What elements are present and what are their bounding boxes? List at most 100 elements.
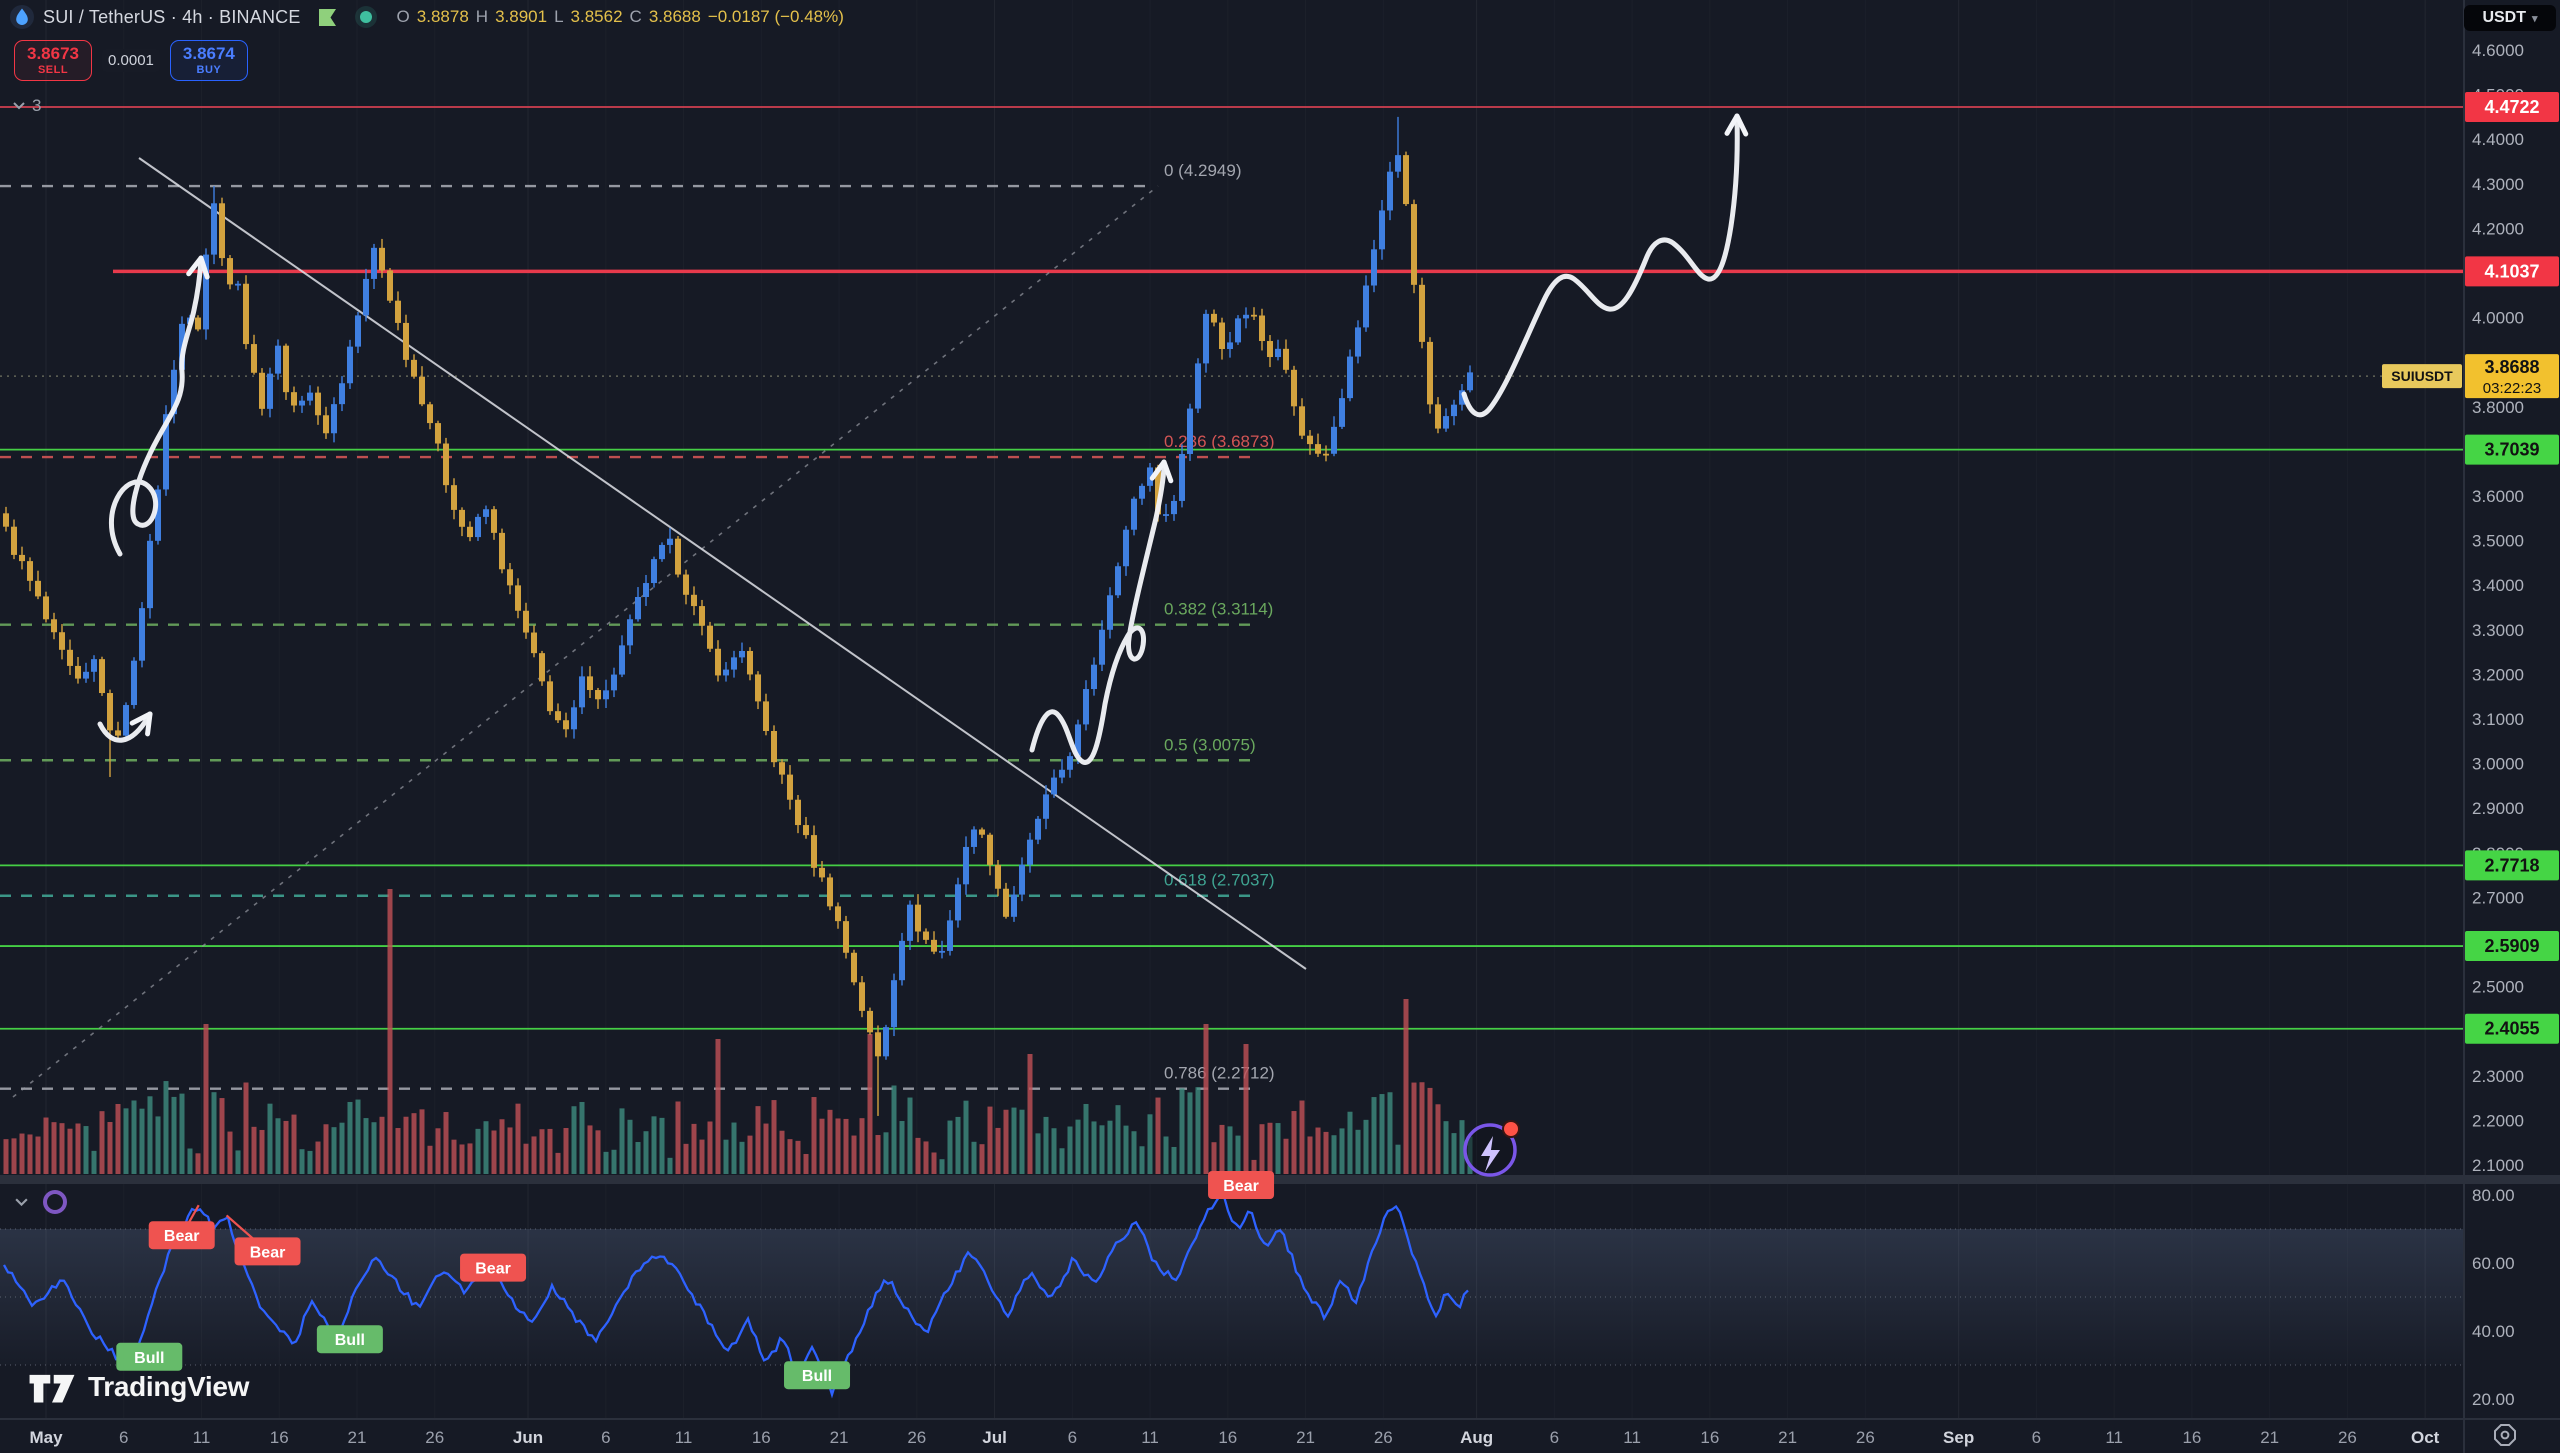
svg-text:Bull: Bull xyxy=(134,1350,164,1367)
indicator-icon[interactable] xyxy=(43,1190,67,1214)
currency-label: USDT xyxy=(2482,9,2527,26)
svg-text:2.5909: 2.5909 xyxy=(2484,936,2539,956)
svg-text:16: 16 xyxy=(752,1428,771,1447)
svg-text:21: 21 xyxy=(1778,1428,1797,1447)
svg-text:3.7039: 3.7039 xyxy=(2484,440,2539,460)
svg-text:2.5000: 2.5000 xyxy=(2472,978,2524,997)
sui-logo-icon xyxy=(10,5,34,29)
svg-text:20.00: 20.00 xyxy=(2472,1390,2515,1409)
lightning-badge-icon[interactable] xyxy=(1460,1120,1520,1180)
low-label: L xyxy=(554,7,564,26)
low-value: 3.8562 xyxy=(570,7,623,26)
svg-text:Bear: Bear xyxy=(1223,1178,1259,1195)
svg-text:3.0000: 3.0000 xyxy=(2472,755,2524,774)
svg-text:4.3000: 4.3000 xyxy=(2472,175,2524,194)
svg-text:2.2000: 2.2000 xyxy=(2472,1111,2524,1130)
svg-text:SUIUSDT: SUIUSDT xyxy=(2391,368,2453,384)
rsi-pane-header xyxy=(14,1190,67,1214)
svg-text:0 (4.2949): 0 (4.2949) xyxy=(1164,161,1242,180)
svg-text:11: 11 xyxy=(1141,1428,1159,1447)
svg-text:3.8688: 3.8688 xyxy=(2484,357,2539,377)
candles-layer xyxy=(3,116,1473,1116)
svg-text:4.1037: 4.1037 xyxy=(2484,261,2539,281)
svg-text:2.1000: 2.1000 xyxy=(2472,1156,2524,1175)
svg-text:2.7000: 2.7000 xyxy=(2472,888,2524,907)
svg-text:11: 11 xyxy=(193,1428,211,1447)
svg-text:0.236 (3.6873): 0.236 (3.6873) xyxy=(1164,432,1275,451)
flag-icon[interactable] xyxy=(318,8,337,27)
svg-text:16: 16 xyxy=(1218,1428,1237,1447)
ohlc-readout: O 3.8878 H 3.8901 L 3.8562 C 3.8688 −0.0187 … xyxy=(397,7,844,27)
watermark-text: TradingView xyxy=(88,1371,250,1402)
buy-button[interactable]: 3.8674 BUY xyxy=(169,40,248,81)
high-value: 3.8901 xyxy=(495,7,548,26)
svg-text:4.0000: 4.0000 xyxy=(2472,309,2524,328)
chevron-down-icon[interactable] xyxy=(14,1197,29,1208)
svg-text:Sep: Sep xyxy=(1943,1428,1974,1447)
time-axis-settings-icon[interactable] xyxy=(2492,1422,2518,1448)
svg-text:Bull: Bull xyxy=(802,1368,832,1385)
svg-text:Aug: Aug xyxy=(1460,1428,1493,1447)
svg-text:26: 26 xyxy=(425,1428,444,1447)
svg-text:3.1000: 3.1000 xyxy=(2472,710,2524,729)
svg-text:3.2000: 3.2000 xyxy=(2472,665,2524,684)
svg-text:16: 16 xyxy=(1700,1428,1719,1447)
chevron-down-icon: ▾ xyxy=(2532,12,2538,25)
svg-text:Oct: Oct xyxy=(2411,1428,2440,1447)
high-label: H xyxy=(475,7,489,26)
svg-text:2.9000: 2.9000 xyxy=(2472,799,2524,818)
svg-text:16: 16 xyxy=(270,1428,289,1447)
sell-price: 3.8673 xyxy=(27,44,79,63)
svg-text:80.00: 80.00 xyxy=(2472,1186,2515,1205)
grid-layer xyxy=(45,0,2426,1419)
tradingview-logo-icon xyxy=(29,1374,75,1403)
svg-text:Jun: Jun xyxy=(513,1428,543,1447)
svg-text:2.3000: 2.3000 xyxy=(2472,1067,2524,1086)
svg-text:6: 6 xyxy=(119,1428,128,1447)
svg-text:Bear: Bear xyxy=(475,1261,511,1278)
drawing-projections xyxy=(97,113,1749,765)
svg-text:11: 11 xyxy=(1623,1428,1641,1447)
buy-label: BUY xyxy=(196,63,222,76)
svg-text:3.8000: 3.8000 xyxy=(2472,398,2524,417)
svg-text:3.5000: 3.5000 xyxy=(2472,532,2524,551)
svg-text:11: 11 xyxy=(2105,1428,2123,1447)
svg-text:0.382 (3.3114): 0.382 (3.3114) xyxy=(1164,600,1273,619)
svg-text:6: 6 xyxy=(1068,1428,1077,1447)
svg-text:May: May xyxy=(29,1428,63,1447)
currency-button[interactable]: USDT ▾ xyxy=(2464,5,2556,31)
svg-text:40.00: 40.00 xyxy=(2472,1322,2515,1341)
change-value: −0.0187 (−0.48%) xyxy=(707,7,844,26)
svg-text:4.2000: 4.2000 xyxy=(2472,219,2524,238)
time-axis: May 6 11 16 21 26 Jun 6 11 16 21 26 Jul 6 11 16 21 26 Aug 6… xyxy=(29,1428,2439,1447)
symbol-title[interactable]: SUI / TetherUS · 4h · BINANCE xyxy=(43,6,301,27)
svg-text:Bull: Bull xyxy=(335,1332,365,1349)
open-label: O xyxy=(396,7,410,26)
order-panel: 3.8673 SELL 0.0001 3.8674 BUY xyxy=(14,40,248,81)
volume-bars xyxy=(3,889,1473,1174)
svg-text:0.618 (2.7037): 0.618 (2.7037) xyxy=(1164,871,1275,890)
svg-text:3.6000: 3.6000 xyxy=(2472,487,2524,506)
svg-text:26: 26 xyxy=(2338,1428,2357,1447)
svg-text:2.4055: 2.4055 xyxy=(2484,1019,2539,1039)
open-value: 3.8878 xyxy=(416,7,469,26)
spread-value: 0.0001 xyxy=(102,48,160,72)
svg-text:21: 21 xyxy=(2260,1428,2279,1447)
svg-text:16: 16 xyxy=(2182,1428,2201,1447)
buy-price: 3.8674 xyxy=(182,44,235,63)
svg-text:Bear: Bear xyxy=(164,1228,200,1245)
object-tree-toggle[interactable]: 3 xyxy=(12,96,41,116)
svg-text:60.00: 60.00 xyxy=(2472,1254,2515,1273)
svg-text:Bear: Bear xyxy=(250,1244,286,1261)
tradingview-watermark[interactable]: TradingView xyxy=(26,1368,249,1406)
fib-retracement: 0 (4.2949) 0.236 (3.6873) 0.382 (3.3114) 0.… xyxy=(0,161,1275,1090)
svg-text:0.786 (2.2712): 0.786 (2.2712) xyxy=(1164,1064,1275,1083)
drawing-count: 3 xyxy=(32,96,42,115)
market-status-dot-icon xyxy=(359,11,372,23)
sell-button[interactable]: 3.8673 SELL xyxy=(14,40,92,81)
svg-text:21: 21 xyxy=(1296,1428,1315,1447)
svg-text:26: 26 xyxy=(907,1428,926,1447)
price-label-flags: 4.4722 4.1037 SUIUSDT 3.8688 03:22:23 3.7039 2… xyxy=(2382,91,2559,1044)
